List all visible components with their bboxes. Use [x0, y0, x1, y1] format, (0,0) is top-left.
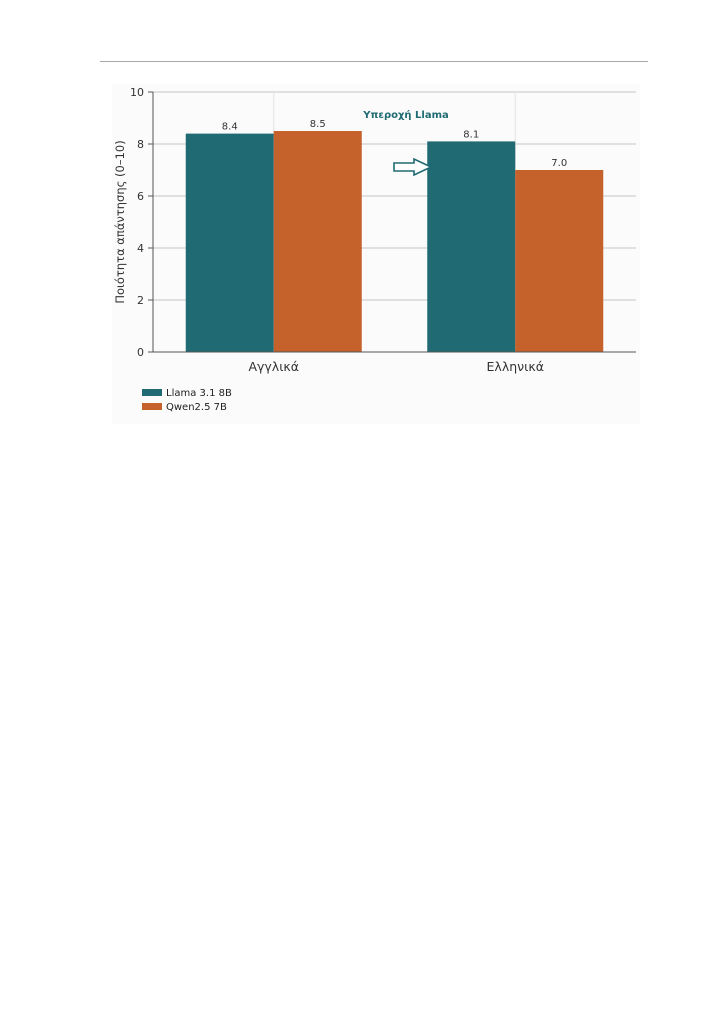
data-label: 8.4: [222, 122, 238, 133]
legend-label: Qwen2.5 7B: [166, 402, 227, 413]
data-label: 7.0: [551, 158, 567, 169]
y-tick-label: 10: [130, 86, 144, 99]
data-label: 8.5: [310, 119, 326, 130]
y-axis-label: Ποιότητα απάντησης (0–10): [113, 140, 127, 303]
data-labels: 8.4 8.5 8.1 7.0: [222, 119, 567, 169]
annotation-text: Υπεροχή Llama: [362, 109, 449, 121]
data-label: 8.1: [463, 129, 479, 140]
x-tick-label: Αγγλικά: [248, 359, 299, 374]
bar-llama-1: [427, 141, 516, 352]
bar-qwen-0: [273, 131, 362, 352]
arrow-right-icon: [393, 157, 433, 177]
legend-swatch: [142, 389, 162, 396]
bars: [185, 131, 604, 352]
y-tick-label: 0: [137, 346, 144, 359]
bar-llama-0: [185, 133, 274, 352]
legend-swatch: [142, 403, 162, 410]
annotation: Υπεροχή Llama: [362, 109, 449, 177]
y-tick-label: 4: [137, 242, 144, 255]
legend-label: Llama 3.1 8B: [166, 388, 232, 399]
bar-chart: 8.4 8.5 8.1 7.0 0 2 4 6 8 10 Αγγλικά Ελληνικά Ποιό…: [112, 84, 640, 424]
y-tick-label: 2: [137, 294, 144, 307]
legend: Llama 3.1 8B Qwen2.5 7B: [142, 388, 232, 413]
header-rule: [100, 61, 648, 62]
bar-qwen-1: [515, 170, 604, 352]
x-tick-label: Ελληνικά: [487, 359, 544, 374]
axes: 0 2 4 6 8 10 Αγγλικά Ελληνικά: [130, 86, 636, 374]
y-tick-label: 8: [137, 138, 144, 151]
y-tick-label: 6: [137, 190, 144, 203]
